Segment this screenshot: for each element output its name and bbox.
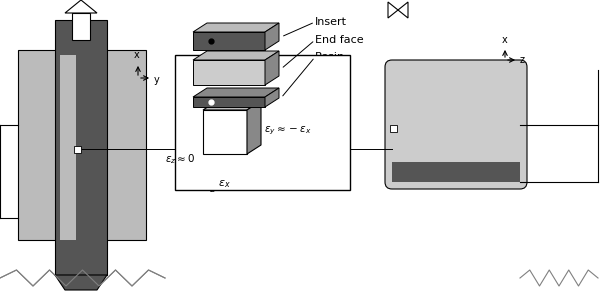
Polygon shape xyxy=(203,101,261,110)
FancyBboxPatch shape xyxy=(385,60,527,189)
Polygon shape xyxy=(65,0,97,13)
Bar xyxy=(193,60,265,85)
Polygon shape xyxy=(247,101,261,154)
Text: $\varepsilon_z \approx 0$: $\varepsilon_z \approx 0$ xyxy=(165,152,196,166)
Polygon shape xyxy=(265,88,279,107)
Polygon shape xyxy=(265,51,279,85)
Polygon shape xyxy=(193,88,279,97)
Bar xyxy=(55,20,107,275)
Bar xyxy=(390,125,397,132)
Bar xyxy=(60,55,76,240)
Bar xyxy=(18,50,146,240)
Bar xyxy=(175,55,350,190)
Text: End face: End face xyxy=(315,35,364,45)
Text: Resin: Resin xyxy=(315,52,345,62)
Polygon shape xyxy=(388,2,398,18)
Text: x: x xyxy=(134,50,140,60)
Text: $\varepsilon_x$: $\varepsilon_x$ xyxy=(218,178,230,190)
Polygon shape xyxy=(398,2,408,18)
Text: y: y xyxy=(239,176,244,184)
Polygon shape xyxy=(55,275,107,290)
Text: x: x xyxy=(502,35,508,45)
Bar xyxy=(193,32,265,50)
Text: x: x xyxy=(223,157,227,166)
Polygon shape xyxy=(193,23,279,32)
Polygon shape xyxy=(193,51,279,60)
Text: z: z xyxy=(520,55,525,65)
Bar xyxy=(74,146,81,153)
Polygon shape xyxy=(265,23,279,50)
Text: Insert: Insert xyxy=(315,17,347,27)
Bar xyxy=(193,97,265,107)
Text: $\varepsilon_y \approx -\varepsilon_x$: $\varepsilon_y \approx -\varepsilon_x$ xyxy=(264,125,311,137)
Polygon shape xyxy=(203,110,247,154)
Bar xyxy=(72,13,90,40)
Text: z: z xyxy=(209,185,214,194)
Bar xyxy=(392,162,520,182)
Text: y: y xyxy=(154,75,160,85)
